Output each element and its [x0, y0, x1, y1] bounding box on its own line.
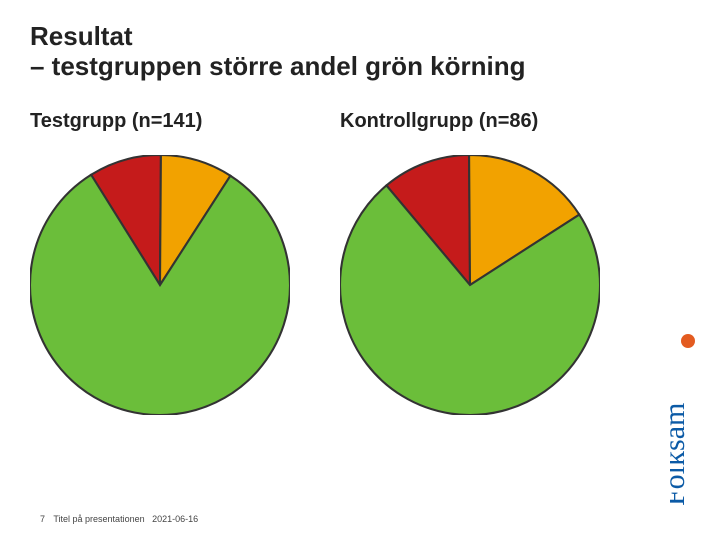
logo-text: Folksam: [670, 403, 691, 506]
footer-date: 2021-06-16: [152, 514, 198, 524]
brand-logo: Folksam: [670, 330, 706, 510]
footer: 7 Titel på presentationen 2021-06-16: [40, 514, 198, 524]
chart-left: Testgrupp (n=141): [30, 110, 290, 415]
title-block: Resultat – testgruppen större andel grön…: [30, 22, 690, 82]
slide: Resultat – testgruppen större andel grön…: [0, 0, 720, 540]
page-number: 7: [40, 514, 45, 524]
footer-title: Titel på presentationen: [53, 514, 144, 524]
chart-right: Kontrollgrupp (n=86): [340, 110, 600, 415]
pie-left: [30, 155, 290, 415]
title-line2: – testgruppen större andel grön körning: [30, 52, 690, 82]
title-line1: Resultat: [30, 22, 690, 52]
logo-dot-icon: [681, 334, 695, 348]
pie-right: [340, 155, 600, 415]
chart-right-title: Kontrollgrupp (n=86): [340, 110, 538, 133]
charts-row: Testgrupp (n=141) Kontrollgrupp (n=86): [30, 110, 690, 415]
chart-left-title: Testgrupp (n=141): [30, 110, 202, 133]
